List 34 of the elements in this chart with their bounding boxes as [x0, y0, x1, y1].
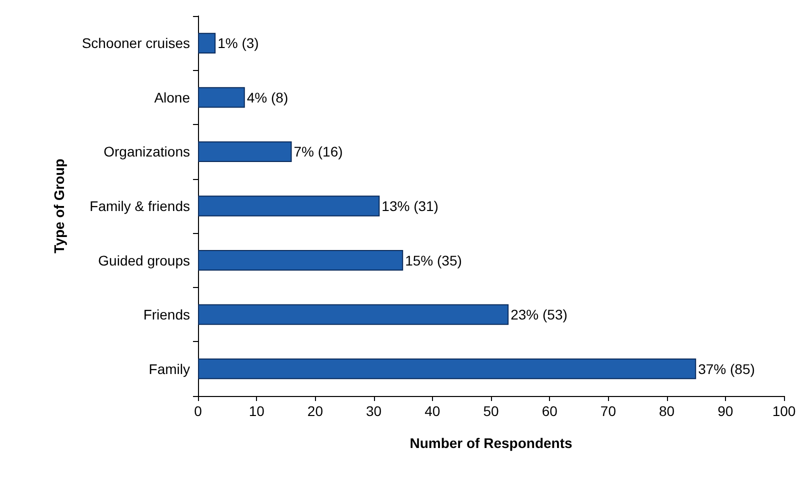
x-tick-label: 50: [483, 403, 499, 419]
x-tick-label: 90: [718, 403, 734, 419]
data-label: 1% (3): [218, 35, 259, 52]
y-tick-label: Schooner cruises: [82, 35, 190, 52]
x-tick-label: 30: [366, 403, 382, 419]
bar: [198, 196, 380, 216]
data-label: 7% (16): [294, 144, 343, 160]
x-tick-label: 70: [600, 403, 616, 419]
y-tick-label: Organizations: [104, 144, 190, 160]
bar: [198, 32, 216, 54]
x-tick-label: 100: [772, 403, 796, 419]
bar: [198, 250, 404, 271]
y-tick-label: Family: [148, 360, 190, 377]
x-tick-label: 0: [194, 403, 202, 419]
bar: [198, 141, 292, 162]
data-label: 13% (31): [382, 198, 438, 214]
x-tick-label: 10: [248, 403, 265, 419]
x-axis-title: Number of Respondents: [410, 435, 572, 451]
data-label: 4% (8): [246, 89, 288, 106]
y-tick-label: Family & friends: [90, 198, 190, 214]
y-tick-label: Alone: [154, 89, 190, 106]
y-tick-label: Guided groups: [98, 252, 190, 268]
bar: [198, 87, 245, 108]
data-label: 37% (85): [698, 360, 755, 377]
data-label: 15% (35): [405, 252, 462, 268]
data-label: 23% (53): [510, 306, 568, 323]
y-tick-label: Friends: [143, 306, 190, 323]
bar: [198, 304, 509, 325]
x-tick-label: 40: [424, 403, 440, 419]
x-tick-label: 80: [659, 403, 675, 419]
y-axis-title: Type of Group: [51, 158, 67, 254]
x-tick-label: 20: [307, 403, 324, 419]
x-tick-label: 60: [542, 403, 558, 419]
bar: [198, 358, 696, 380]
